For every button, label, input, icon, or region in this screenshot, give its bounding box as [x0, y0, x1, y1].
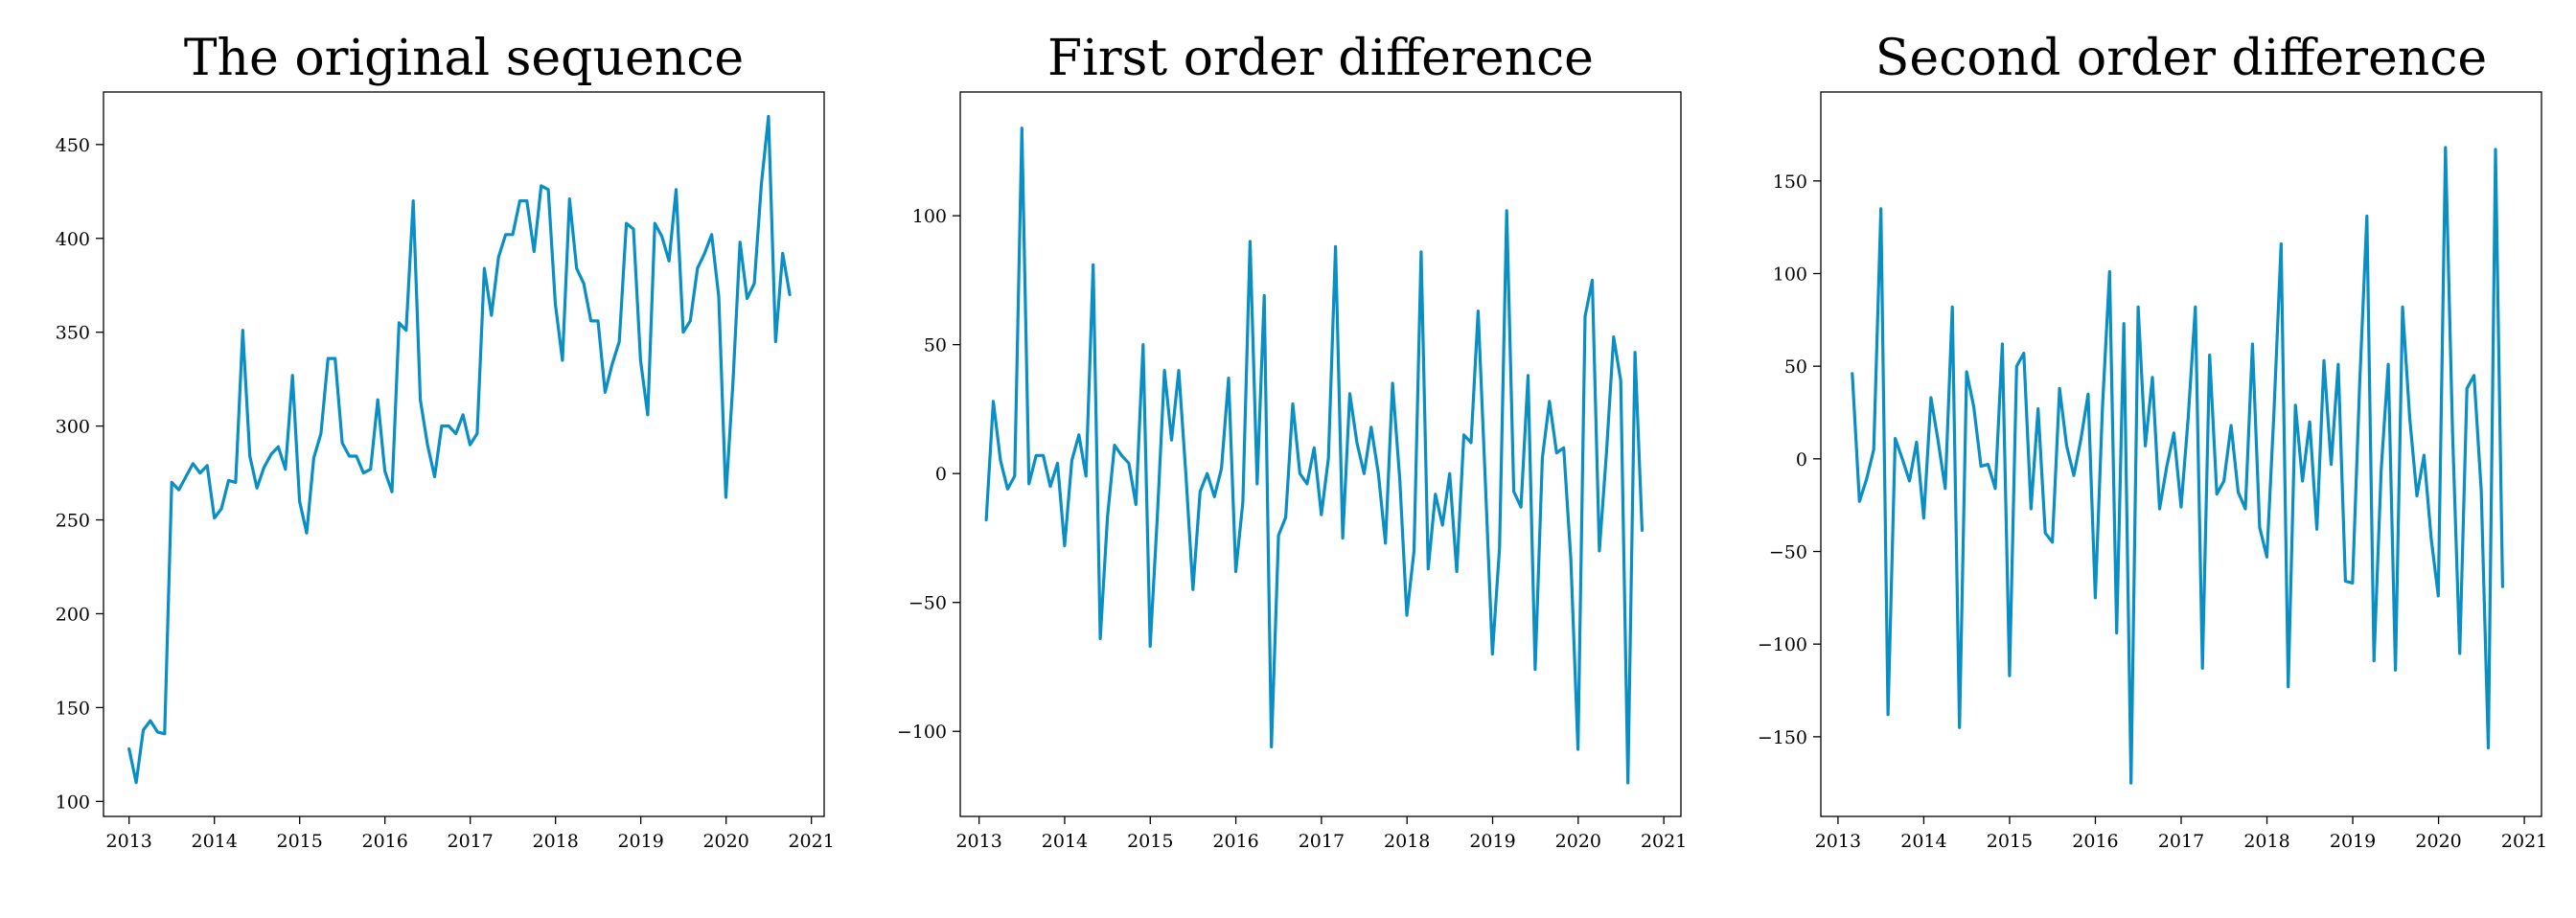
y-tick-label: −50 — [1769, 542, 1807, 563]
y-tick-label: 50 — [924, 335, 947, 356]
x-tick-label: 2020 — [1555, 831, 1601, 852]
x-tick-label: 2021 — [1641, 831, 1687, 852]
x-tick-label: 2016 — [1212, 831, 1258, 852]
chart-panel-1: The original sequence 2013 2014 2015 2016 201… — [56, 30, 835, 852]
x-tick-label: 2020 — [702, 831, 748, 852]
x-tick-label: 2013 — [955, 831, 1001, 852]
y-tick-label: 400 — [56, 229, 90, 250]
axes-frame — [959, 91, 1682, 817]
x-tick-label: 2013 — [1815, 831, 1861, 852]
x-tick-label: 2021 — [788, 831, 834, 852]
x-tick-label: 2014 — [1900, 831, 1946, 852]
y-tick-label: 200 — [56, 604, 90, 625]
y-tick-label: −50 — [908, 593, 947, 614]
series-line — [1851, 146, 2504, 785]
chart-panel-3: Second order difference 2013 2014 2015 2016 2… — [1758, 30, 2547, 852]
y-tick-label: 100 — [56, 792, 90, 813]
x-tick-label: 2021 — [2501, 831, 2547, 852]
y-tick-label: 100 — [912, 206, 947, 227]
x-tick-label: 2017 — [1299, 831, 1345, 852]
x-tick-label: 2020 — [2415, 831, 2461, 852]
x-tick-label: 2015 — [1127, 831, 1173, 852]
x-tick-label: 2016 — [362, 831, 408, 852]
y-tick-label: 150 — [56, 698, 90, 719]
series-line — [984, 126, 1644, 785]
x-tick-label: 2014 — [1042, 831, 1088, 852]
y-tick-label: 50 — [1784, 356, 1807, 378]
x-tick-label: 2015 — [277, 831, 323, 852]
y-tick-label: 250 — [56, 511, 90, 532]
y-tick-label: −100 — [897, 722, 947, 743]
x-tick-label: 2014 — [192, 831, 238, 852]
y-tick-label: 0 — [935, 464, 947, 485]
chart-title: The original sequence — [184, 30, 744, 87]
chart-title: First order difference — [1047, 30, 1594, 87]
x-tick-label: 2016 — [2072, 831, 2118, 852]
y-tick-label: 150 — [1773, 172, 1807, 193]
x-tick-label: 2015 — [1987, 831, 2033, 852]
x-tick-label: 2018 — [2243, 831, 2289, 852]
chart-panel-2: First order difference 2013 2014 2015 2016 20… — [897, 30, 1688, 852]
axes-frame — [103, 91, 825, 817]
x-tick-label: 2018 — [1384, 831, 1430, 852]
y-tick-label: 100 — [1773, 264, 1807, 285]
y-tick-label: 450 — [56, 135, 90, 156]
y-tick-label: −150 — [1758, 727, 1807, 748]
y-tick-label: 300 — [56, 417, 90, 438]
chart-title: Second order difference — [1875, 30, 2487, 87]
x-tick-label: 2019 — [1469, 831, 1515, 852]
x-tick-label: 2019 — [2330, 831, 2376, 852]
series-line — [127, 114, 792, 785]
y-tick-label: −100 — [1758, 634, 1807, 655]
x-tick-label: 2019 — [617, 831, 663, 852]
x-tick-label: 2017 — [2158, 831, 2204, 852]
x-tick-label: 2013 — [106, 831, 152, 852]
y-tick-label: 350 — [56, 323, 90, 344]
y-tick-label: 0 — [1796, 449, 1807, 470]
x-tick-label: 2018 — [532, 831, 578, 852]
x-tick-label: 2017 — [447, 831, 493, 852]
